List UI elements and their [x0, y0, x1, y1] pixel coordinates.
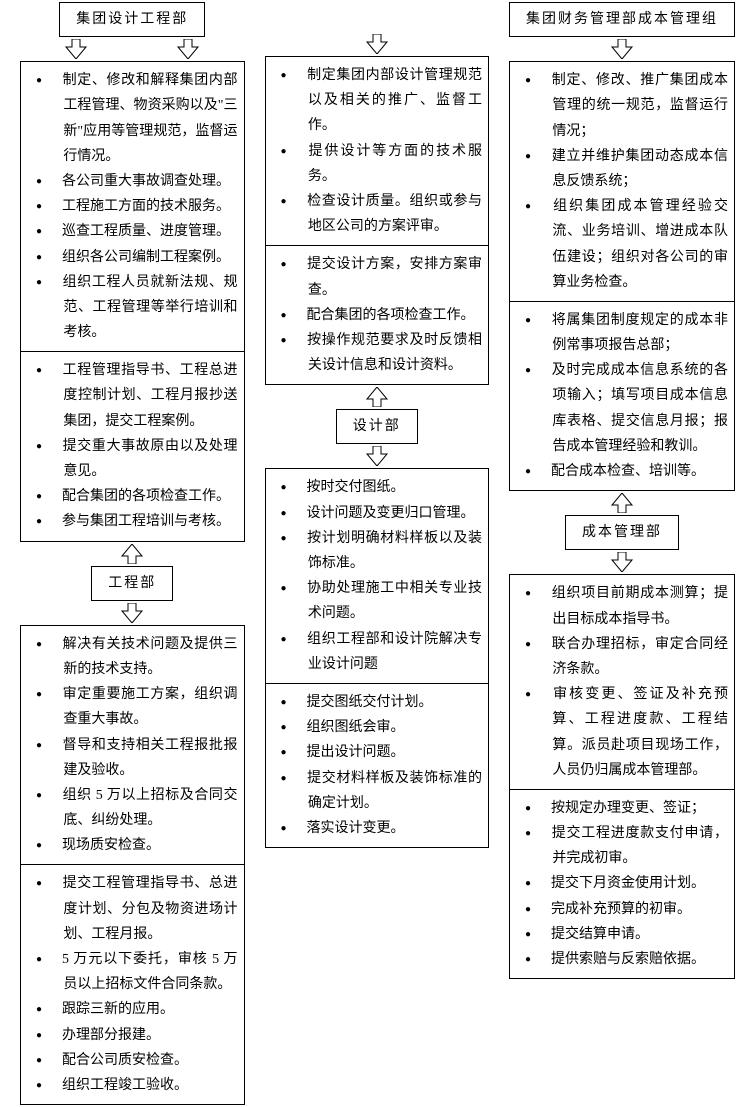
- columns.2.top_box1-item: 组织集团成本管理经验交流、业务培训、增进成本队伍建设；组织对各公司的审算业务检查…: [516, 194, 728, 295]
- columns.2.bot_box2-item: 完成补充预算的初审。: [516, 897, 728, 922]
- top-submit-box: 工程管理指导书、工程总进度控制计划、工程月报抄送集团，提交工程案例。提交重大事故…: [20, 351, 245, 541]
- columns.0.bot_box2-item: 配合公司质安检查。: [27, 1048, 238, 1073]
- columns.2.bot_box2-item: 提交结算申请。: [516, 922, 728, 947]
- columns.1.bot_box2-item: 提交材料样板及装饰标准的确定计划。: [272, 766, 483, 816]
- columns.1.top_box1-item: 提供设计等方面的技术服务。: [272, 139, 483, 189]
- columns.1.top_box1-item: 检查设计质量。组织或参与地区公司的方案评审。: [272, 189, 483, 239]
- columns.0.top_box2-item: 提交重大事故原由以及处理意见。: [27, 434, 238, 484]
- top-submit-box: 提交设计方案，安排方案审查。配合集团的各项检查工作。按操作规范要求及时反馈相关设…: [265, 245, 490, 385]
- columns.0.top_box1-item: 制定、修改和解释集团内部工程管理、物资采购以及"三新"应用等管理规范，监督运行情…: [27, 68, 238, 169]
- arrow-down-icon: [365, 446, 389, 466]
- columns.0.bot_box2-item: 办理部分报建。: [27, 1023, 238, 1048]
- top-duties-box: 制定、修改、推广集团成本管理的统一规范，监督运行情况；建立并维护集团动态成本信息…: [509, 61, 735, 302]
- mid-header: 工程部: [91, 566, 173, 601]
- columns.2.top_box2-item: 及时完成成本信息系统的各项输入；填写项目成本信息库表格、提交信息月报；报告成本管…: [516, 358, 728, 459]
- columns.2.top_box1-list: 制定、修改、推广集团成本管理的统一规范，监督运行情况；建立并维护集团动态成本信息…: [516, 68, 728, 295]
- mid-header: 成本管理部: [565, 515, 679, 550]
- columns.0.top_box2-item: 参与集团工程培训与考核。: [27, 509, 238, 534]
- columns.0.bot_box2-list: 提交工程管理指导书、总进度计划、分包及物资进场计划、工程月报。5 万元以下委托，…: [27, 871, 238, 1098]
- columns.1.top_box2-item: 提交设计方案，安排方案审查。: [272, 252, 483, 302]
- column-2: 集团财务管理部成本管理组制定、修改、推广集团成本管理的统一规范，监督运行情况；建…: [509, 2, 735, 1105]
- bottom-duties-box: 解决有关技术问题及提供三新的技术支持。审定重要施工方案，组织调查重大事故。督导和…: [20, 625, 245, 866]
- columns.2.top_box2-list: 将属集团制度规定的成本非例常事项报告总部；及时完成成本信息系统的各项输入；填写项…: [516, 308, 728, 484]
- columns.1.bot_box1-item: 按时交付图纸。: [272, 475, 483, 500]
- columns.2.bot_box2-item: 按规定办理变更、签证；: [516, 796, 728, 821]
- columns.1.bot_box2-item: 提出设计问题。: [272, 740, 483, 765]
- arrow-up-icon: [365, 387, 389, 407]
- arrow-down-icon: [610, 552, 634, 572]
- bottom-duties-box: 按时交付图纸。设计问题及变更归口管理。按计划明确材料样板以及装饰标准。协助处理施…: [265, 468, 490, 684]
- columns.0.top_box1-item: 巡查工程质量、进度管理。: [27, 219, 238, 244]
- columns.1.top_box1-item: 制定集团内部设计管理规范以及相关的推广、监督工作。: [272, 63, 483, 139]
- columns.1.bot_box1-list: 按时交付图纸。设计问题及变更归口管理。按计划明确材料样板以及装饰标准。协助处理施…: [272, 475, 483, 677]
- columns.2.bot_box1-item: 审核变更、签证及补充预算、工程进度款、工程结算。派员赴项目现场工作，人员仍归属成…: [516, 682, 728, 783]
- columns.1.bot_box1-item: 按计划明确材料样板以及装饰标准。: [272, 526, 483, 576]
- columns.1.bot_box1-item: 组织工程部和设计院解决专业设计问题: [272, 627, 483, 677]
- columns.2.top_box1-item: 建立并维护集团动态成本信息反馈系统；: [516, 144, 728, 194]
- arrow-down-icon: [610, 39, 634, 59]
- mid-header: 设计部: [336, 409, 418, 444]
- columns.2.bot_box2-item: 提供索赔与反索赔依据。: [516, 947, 728, 972]
- columns.2.bot_box1-item: 联合办理招标，审定合同经济条款。: [516, 632, 728, 682]
- columns.1.bot_box2-item: 落实设计变更。: [272, 816, 483, 841]
- columns.0.bot_box1-item: 督导和支持相关工程报批报建及验收。: [27, 733, 238, 783]
- bottom-duties-box: 组织项目前期成本测算；提出目标成本指导书。联合办理招标，审定合同经济条款。审核变…: [509, 574, 735, 790]
- columns.0.bot_box1-list: 解决有关技术问题及提供三新的技术支持。审定重要施工方案，组织调查重大事故。督导和…: [27, 632, 238, 859]
- columns.1.bot_box2-item: 提交图纸交付计划。: [272, 690, 483, 715]
- columns.2.top_box1-item: 制定、修改、推广集团成本管理的统一规范，监督运行情况；: [516, 68, 728, 144]
- column-1: 制定集团内部设计管理规范以及相关的推广、监督工作。提供设计等方面的技术服务。检查…: [265, 2, 490, 1105]
- top-header: 集团财务管理部成本管理组: [509, 2, 735, 37]
- bottom-submit-box: 提交图纸交付计划。组织图纸会审。提出设计问题。提交材料样板及装饰标准的确定计划。…: [265, 683, 490, 848]
- columns.0.bot_box2-item: 跟踪三新的应用。: [27, 997, 238, 1022]
- columns.0.top_box1-list: 制定、修改和解释集团内部工程管理、物资采购以及"三新"应用等管理规范，监督运行情…: [27, 68, 238, 345]
- columns.2.bot_box2-item: 提交下月资金使用计划。: [516, 871, 728, 896]
- columns.0.bot_box1-item: 审定重要施工方案，组织调查重大事故。: [27, 682, 238, 732]
- columns.1.top_box2-item: 按操作规范要求及时反馈相关设计信息和设计资料。: [272, 328, 483, 378]
- columns.2.bot_box2-list: 按规定办理变更、签证；提交工程进度款支付申请，并完成初审。提交下月资金使用计划。…: [516, 796, 728, 972]
- columns.2.top_box2-item: 配合成本检查、培训等。: [516, 459, 728, 484]
- columns.0.bot_box1-item: 现场质安检查。: [27, 833, 238, 858]
- columns.0.bot_box2-item: 5 万元以下委托，审核 5 万员以上招标文件合同条款。: [27, 947, 238, 997]
- columns.2.bot_box1-list: 组织项目前期成本测算；提出目标成本指导书。联合办理招标，审定合同经济条款。审核变…: [516, 581, 728, 783]
- top-duties-box: 制定集团内部设计管理规范以及相关的推广、监督工作。提供设计等方面的技术服务。检查…: [265, 56, 490, 246]
- arrow-down-icon: [64, 39, 88, 59]
- columns.1.top_box1-list: 制定集团内部设计管理规范以及相关的推广、监督工作。提供设计等方面的技术服务。检查…: [272, 63, 483, 239]
- columns.1.top_box2-item: 配合集团的各项检查工作。: [272, 303, 483, 328]
- columns.1.top_box2-list: 提交设计方案，安排方案审查。配合集团的各项检查工作。按操作规范要求及时反馈相关设…: [272, 252, 483, 378]
- arrow-up-icon: [610, 493, 634, 513]
- arrow-down-icon: [120, 603, 144, 623]
- bottom-submit-box: 按规定办理变更、签证；提交工程进度款支付申请，并完成初审。提交下月资金使用计划。…: [509, 789, 735, 979]
- arrow-down-icon: [176, 39, 200, 59]
- columns.0.top_box1-item: 工程施工方面的技术服务。: [27, 194, 238, 219]
- columns.1.bot_box2-list: 提交图纸交付计划。组织图纸会审。提出设计问题。提交材料样板及装饰标准的确定计划。…: [272, 690, 483, 841]
- columns.0.top_box1-item: 组织各公司编制工程案例。: [27, 245, 238, 270]
- columns.0.top_box2-item: 配合集团的各项检查工作。: [27, 484, 238, 509]
- column-0: 集团设计工程部制定、修改和解释集团内部工程管理、物资采购以及"三新"应用等管理规…: [20, 2, 245, 1105]
- arrow-up-icon: [120, 544, 144, 564]
- top-duties-box: 制定、修改和解释集团内部工程管理、物资采购以及"三新"应用等管理规范，监督运行情…: [20, 61, 245, 352]
- columns.1.bot_box1-item: 设计问题及变更归口管理。: [272, 501, 483, 526]
- columns.0.bot_box2-item: 提交工程管理指导书、总进度计划、分包及物资进场计划、工程月报。: [27, 871, 238, 947]
- columns.0.top_box1-item: 各公司重大事故调查处理。: [27, 169, 238, 194]
- columns.1.bot_box1-item: 协助处理施工中相关专业技术问题。: [272, 576, 483, 626]
- columns.0.top_box2-item: 工程管理指导书、工程总进度控制计划、工程月报抄送集团，提交工程案例。: [27, 358, 238, 434]
- columns.1.bot_box2-item: 组织图纸会审。: [272, 715, 483, 740]
- columns.2.bot_box1-item: 组织项目前期成本测算；提出目标成本指导书。: [516, 581, 728, 631]
- columns.0.top_box2-list: 工程管理指导书、工程总进度控制计划、工程月报抄送集团，提交工程案例。提交重大事故…: [27, 358, 238, 534]
- bottom-submit-box: 提交工程管理指导书、总进度计划、分包及物资进场计划、工程月报。5 万元以下委托，…: [20, 864, 245, 1105]
- top-submit-box: 将属集团制度规定的成本非例常事项报告总部；及时完成成本信息系统的各项输入；填写项…: [509, 301, 735, 491]
- columns.2.top_box2-item: 将属集团制度规定的成本非例常事项报告总部；: [516, 308, 728, 358]
- columns.0.bot_box2-item: 组织工程竣工验收。: [27, 1073, 238, 1098]
- columns.2.bot_box2-item: 提交工程进度款支付申请，并完成初审。: [516, 821, 728, 871]
- arrow-down-icon: [365, 34, 389, 54]
- columns.0.bot_box1-item: 组织 5 万以上招标及合同交底、纠纷处理。: [27, 783, 238, 833]
- columns.0.bot_box1-item: 解决有关技术问题及提供三新的技术支持。: [27, 632, 238, 682]
- columns.0.top_box1-item: 组织工程人员就新法规、规范、工程管理等举行培训和考核。: [27, 270, 238, 346]
- top-header: 集团设计工程部: [59, 2, 205, 37]
